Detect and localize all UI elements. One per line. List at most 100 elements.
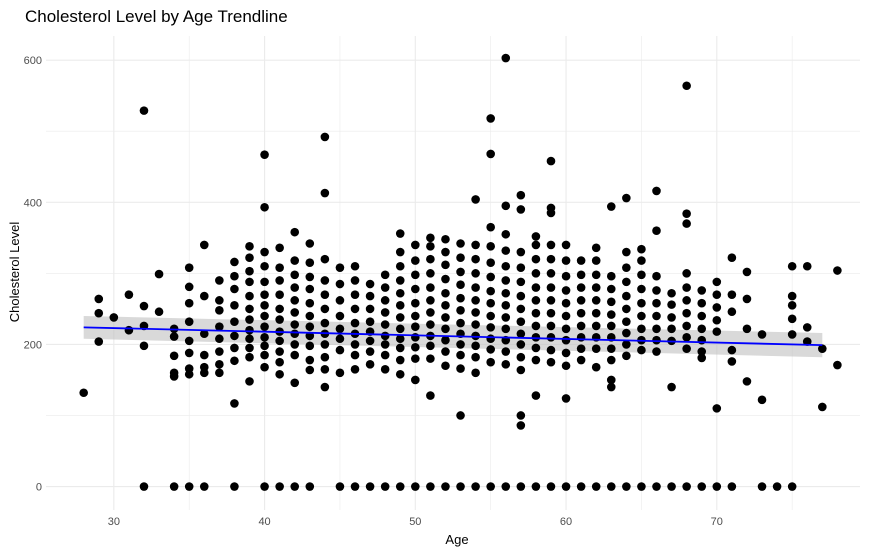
data-point [471,283,480,292]
data-point [622,247,631,257]
x-axis-title: Age [445,532,468,547]
data-points [79,53,842,491]
data-point [335,279,345,289]
data-point [772,482,782,491]
data-point [305,298,315,308]
data-point [637,324,646,334]
data-point [441,347,450,356]
data-point [727,482,737,491]
data-point [501,324,511,334]
data-point [184,482,194,491]
data-point [531,296,541,305]
data-point [591,344,601,353]
data-point [652,226,661,236]
data-point [606,375,616,385]
data-point [576,482,586,491]
data-point [380,482,390,491]
data-point [215,322,224,331]
data-point [471,240,480,250]
data-point [169,351,179,361]
data-point [516,205,526,214]
data-point [109,313,119,322]
data-point [531,355,541,365]
data-point [622,193,631,203]
data-point [395,313,405,322]
data-point [486,345,495,354]
data-point [275,347,284,356]
data-point [456,253,465,263]
data-point [486,323,495,332]
data-point [456,280,465,290]
data-point [335,311,345,321]
y-axis-ticks: 0 200 400 600 [24,55,42,493]
x-tick-label: 30 [108,516,120,528]
data-point [606,344,616,353]
data-point [591,308,601,318]
data-point [380,270,390,280]
trend-line-group [83,326,823,347]
data-point [561,324,571,334]
data-point [395,324,405,334]
data-point [335,368,345,378]
data-point [199,329,209,339]
x-tick-label: 40 [258,516,270,528]
data-point [561,482,571,491]
data-point [395,343,405,353]
data-point [230,343,239,353]
data-point [546,296,556,305]
data-point [290,378,300,388]
data-point [139,106,149,115]
data-point [350,261,360,271]
data-point [365,482,375,491]
data-point [275,304,284,314]
data-point [501,301,511,310]
data-point [350,364,360,374]
data-point [802,337,812,346]
data-point [531,308,541,318]
data-point [833,266,842,275]
data-point [290,283,300,292]
data-point [184,282,194,292]
data-point [531,333,541,342]
data-point [561,298,571,308]
data-point [426,283,435,292]
data-point [305,482,315,491]
data-point [637,482,646,491]
data-point [260,277,269,287]
data-point [637,345,646,355]
data-point [682,308,691,318]
data-point [682,269,691,278]
data-point [456,318,465,328]
data-point [215,276,224,285]
data-point [637,256,646,265]
data-point [275,357,284,367]
data-point [712,303,722,312]
data-point [79,388,88,398]
data-point [501,261,511,271]
data-point [290,329,300,339]
data-point [712,290,722,299]
data-point [622,304,631,314]
data-point [365,336,375,346]
data-point [516,421,526,430]
data-point [260,322,269,331]
data-point [727,290,737,299]
data-point [622,277,631,287]
data-point [426,354,435,363]
data-point [275,290,284,299]
data-point [320,340,330,349]
data-point [245,315,254,324]
data-point [531,269,541,278]
data-point [697,311,707,321]
data-point [712,327,722,336]
data-point [154,269,164,279]
data-point [622,351,631,361]
data-point [591,482,601,491]
data-point [833,360,842,370]
data-point [426,254,435,264]
data-point [561,271,571,281]
data-point [215,360,224,369]
data-point [260,247,269,257]
data-point [215,334,224,344]
data-point [441,247,450,257]
